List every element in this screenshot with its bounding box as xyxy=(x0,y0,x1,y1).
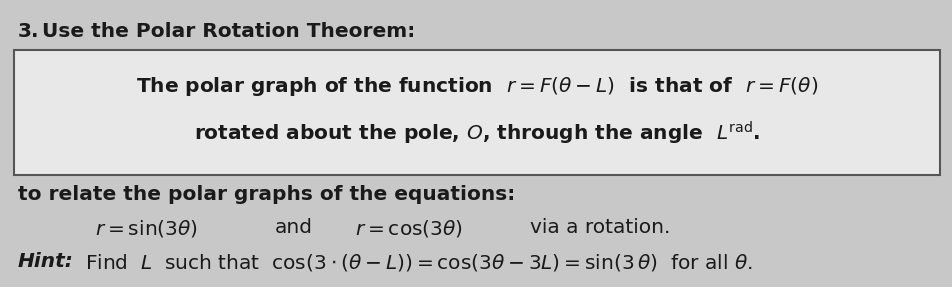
Text: The polar graph of the function  $r = F(\theta - L)$  is that of  $r = F(\theta): The polar graph of the function $r = F(\… xyxy=(136,75,817,98)
Text: $r = \cos(3\theta)$: $r = \cos(3\theta)$ xyxy=(355,218,463,239)
Text: $r = \sin(3\theta)$: $r = \sin(3\theta)$ xyxy=(95,218,198,239)
Text: to relate the polar graphs of the equations:: to relate the polar graphs of the equati… xyxy=(18,185,515,204)
Text: 3.: 3. xyxy=(18,22,39,41)
Text: via a rotation.: via a rotation. xyxy=(529,218,669,237)
Text: Hint:: Hint: xyxy=(18,252,73,271)
FancyBboxPatch shape xyxy=(14,50,939,175)
Text: Use the Polar Rotation Theorem:: Use the Polar Rotation Theorem: xyxy=(42,22,415,41)
Text: and: and xyxy=(275,218,312,237)
Text: Find  $L$  such that  $\cos(3\cdot(\theta - L)) = \cos(3\theta - 3L) = \sin(3\,\: Find $L$ such that $\cos(3\cdot(\theta -… xyxy=(85,252,752,273)
Text: rotated about the pole, $O$, through the angle  $L^{\mathrm{rad}}$.: rotated about the pole, $O$, through the… xyxy=(194,120,760,147)
